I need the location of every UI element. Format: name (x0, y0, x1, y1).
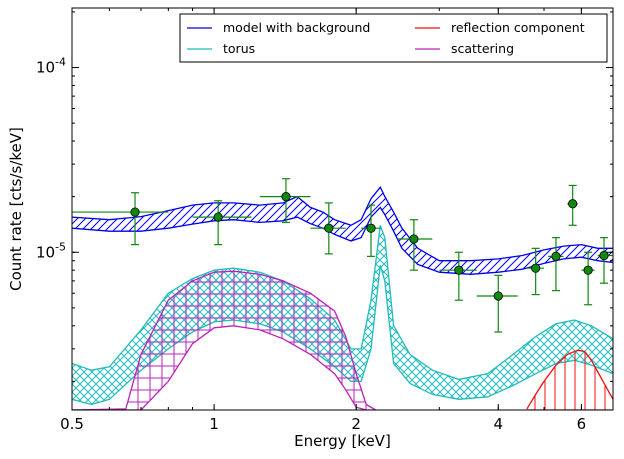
model-with-background-lower-line (72, 206, 613, 275)
legend: model with background torus reflection com… (179, 13, 608, 63)
data-point (259, 178, 311, 224)
scattering-lower-line (72, 325, 376, 410)
x-tick-label: 2 (351, 415, 361, 433)
data-point (361, 204, 381, 257)
legend-box (179, 13, 608, 63)
data-marker (531, 263, 541, 273)
data-marker (213, 212, 223, 222)
axis-ticks: 0.5 1 2 4 6 10-5 10-4 (36, 8, 614, 433)
data-marker (599, 250, 609, 261)
data-point (310, 202, 346, 255)
legend-item-model-with-background: model with background (187, 20, 370, 35)
x-axis-label: Energy [keV] (294, 432, 391, 450)
data-point (526, 247, 545, 296)
legend-label: scattering (451, 41, 514, 56)
data-marker (281, 192, 291, 202)
x-tick-label: 4 (494, 415, 504, 433)
legend-label: model with background (223, 20, 370, 35)
data-marker (493, 291, 503, 301)
data-point (581, 251, 595, 306)
data-marker (551, 251, 561, 261)
data-point (439, 251, 477, 301)
scattering-band-fill (72, 271, 376, 410)
data-marker (568, 199, 578, 209)
data-marker (409, 234, 419, 244)
data-point (597, 237, 613, 284)
x-tick-label: 6 (577, 415, 587, 433)
reflection-component-upper-line (526, 349, 613, 410)
y-axis-label: Count rate [cts/s/keV] (7, 127, 25, 291)
model-with-background-upper-line (72, 185, 613, 262)
y-tick-label: 10-4 (36, 56, 66, 77)
data-point (476, 274, 518, 333)
legend-label: torus (223, 41, 255, 56)
data-point (192, 200, 252, 246)
scattering-upper-line (72, 270, 377, 410)
plot-frame (71, 7, 614, 411)
data-marker (130, 207, 140, 217)
y-tick-label: 10-5 (36, 240, 66, 261)
torus-upper-line (72, 225, 613, 381)
data-point (548, 237, 564, 292)
legend-label: reflection component (451, 20, 585, 35)
legend-item-torus: torus (187, 41, 255, 56)
legend-item-scattering: scattering (415, 41, 514, 56)
data-point (567, 184, 578, 226)
data-marker (583, 265, 593, 275)
legend-item-reflection-component: reflection component (415, 20, 585, 35)
x-tick-label: 0.5 (60, 415, 84, 433)
data-point (72, 192, 169, 246)
model-bands (72, 185, 613, 410)
x-tick-label: 1 (209, 415, 219, 433)
data-points (72, 178, 613, 333)
data-point (397, 219, 433, 271)
data-marker (324, 223, 334, 233)
data-marker (366, 223, 376, 233)
data-marker (454, 265, 464, 275)
model-with-background-band-fill (72, 187, 613, 275)
reflection-component-band-fill (526, 350, 613, 410)
